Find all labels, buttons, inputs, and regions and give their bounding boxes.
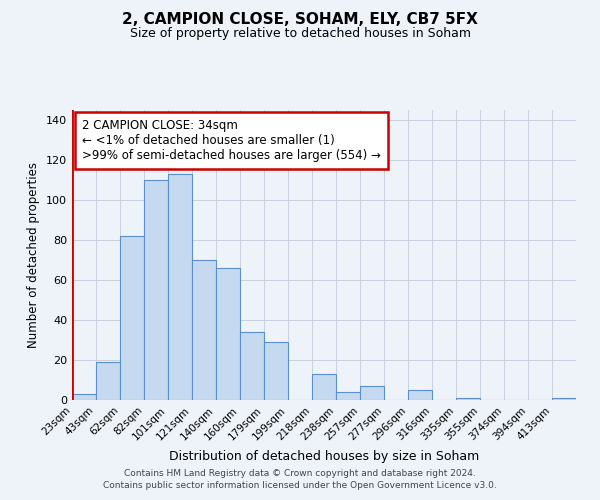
Bar xyxy=(96,362,120,400)
Bar xyxy=(240,332,264,400)
Bar xyxy=(408,390,432,400)
Text: Contains HM Land Registry data © Crown copyright and database right 2024.: Contains HM Land Registry data © Crown c… xyxy=(124,468,476,477)
Bar xyxy=(312,374,336,400)
X-axis label: Distribution of detached houses by size in Soham: Distribution of detached houses by size … xyxy=(169,450,479,463)
Text: 2 CAMPION CLOSE: 34sqm
← <1% of detached houses are smaller (1)
>99% of semi-det: 2 CAMPION CLOSE: 34sqm ← <1% of detached… xyxy=(82,118,381,162)
Bar xyxy=(168,174,192,400)
Text: 2, CAMPION CLOSE, SOHAM, ELY, CB7 5FX: 2, CAMPION CLOSE, SOHAM, ELY, CB7 5FX xyxy=(122,12,478,28)
Text: Size of property relative to detached houses in Soham: Size of property relative to detached ho… xyxy=(130,28,470,40)
Text: Contains public sector information licensed under the Open Government Licence v3: Contains public sector information licen… xyxy=(103,481,497,490)
Bar xyxy=(264,342,288,400)
Bar xyxy=(120,236,144,400)
Bar xyxy=(360,386,384,400)
Bar xyxy=(72,394,96,400)
Bar xyxy=(216,268,240,400)
Bar xyxy=(552,398,576,400)
Y-axis label: Number of detached properties: Number of detached properties xyxy=(28,162,40,348)
Bar xyxy=(192,260,216,400)
Bar xyxy=(456,398,480,400)
Bar xyxy=(336,392,360,400)
Bar xyxy=(144,180,168,400)
